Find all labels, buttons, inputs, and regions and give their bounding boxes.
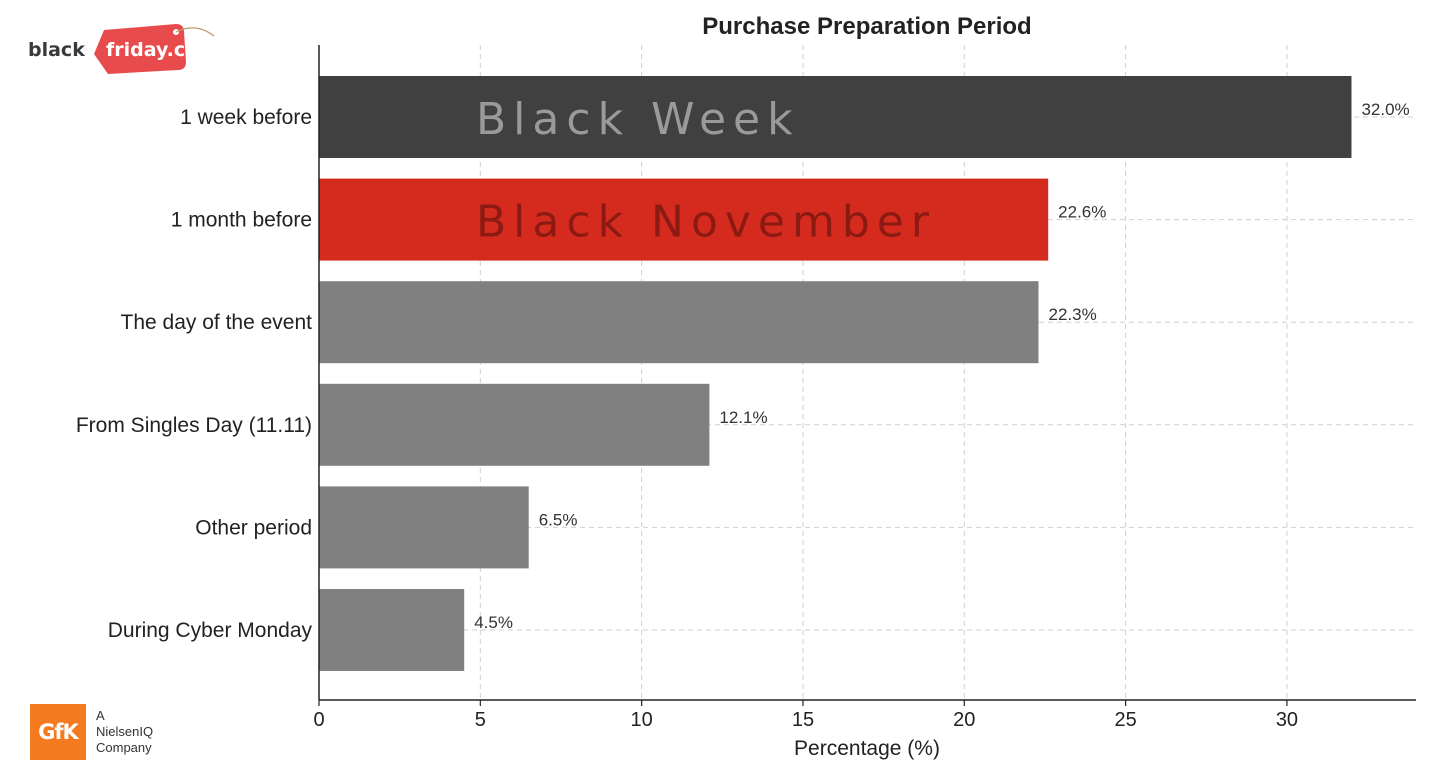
bar (319, 383, 710, 466)
x-tick-label: 30 (1276, 709, 1298, 731)
bar (319, 178, 1049, 261)
bar (319, 76, 1352, 158)
gfk-tagline-line: NielsenIQ (96, 724, 154, 739)
x-tick-label: 15 (792, 709, 814, 731)
x-tick-label: 10 (631, 709, 653, 731)
bar-value-label: 22.3% (1049, 305, 1097, 324)
blackfriday-logo: black friday.ch (26, 18, 226, 76)
gfk-logo: GfK A NielsenIQ Company (30, 704, 190, 760)
bar-overlay-text: Black November (476, 197, 936, 248)
bar-value-label: 32.0% (1361, 100, 1409, 119)
y-tick-label: 1 month before (171, 209, 312, 232)
gfk-tagline-line: A (96, 708, 105, 723)
logo-text-friday: friday.ch (106, 39, 199, 61)
y-tick-label: The day of the event (121, 311, 313, 334)
x-tick-label: 20 (953, 709, 975, 731)
bar (319, 589, 465, 671)
gfk-logo-mark: GfK (30, 704, 86, 760)
gfk-tagline-line: Company (96, 740, 152, 755)
axes: 0 5 10 15 20 25 30 (313, 45, 1416, 731)
bar-value-label: 12.1% (719, 408, 767, 427)
logo-text-black: black (28, 39, 85, 61)
x-axis-label: Percentage (%) (794, 737, 940, 760)
bar-value-label: 22.6% (1058, 203, 1106, 222)
x-tick-label: 25 (1114, 709, 1136, 731)
bar (319, 486, 529, 569)
x-tick-label: 5 (475, 709, 486, 731)
y-tick-label: Other period (195, 516, 312, 539)
bar (319, 281, 1039, 364)
bars-group: 32.0% 1 week before 22.6% 1 month before 22.… (76, 76, 1410, 671)
y-tick-label: From Singles Day (11.11) (76, 414, 312, 437)
bar-value-label: 4.5% (474, 613, 513, 632)
bar-value-label: 6.5% (539, 510, 578, 529)
bar-overlay-text: Black Week (476, 94, 800, 145)
chart-title: Purchase Preparation Period (702, 13, 1031, 40)
gfk-tagline: A NielsenIQ Company (96, 708, 153, 756)
x-tick-label: 0 (313, 709, 324, 731)
y-tick-label: 1 week before (180, 106, 312, 129)
y-tick-label: During Cyber Monday (108, 619, 313, 642)
